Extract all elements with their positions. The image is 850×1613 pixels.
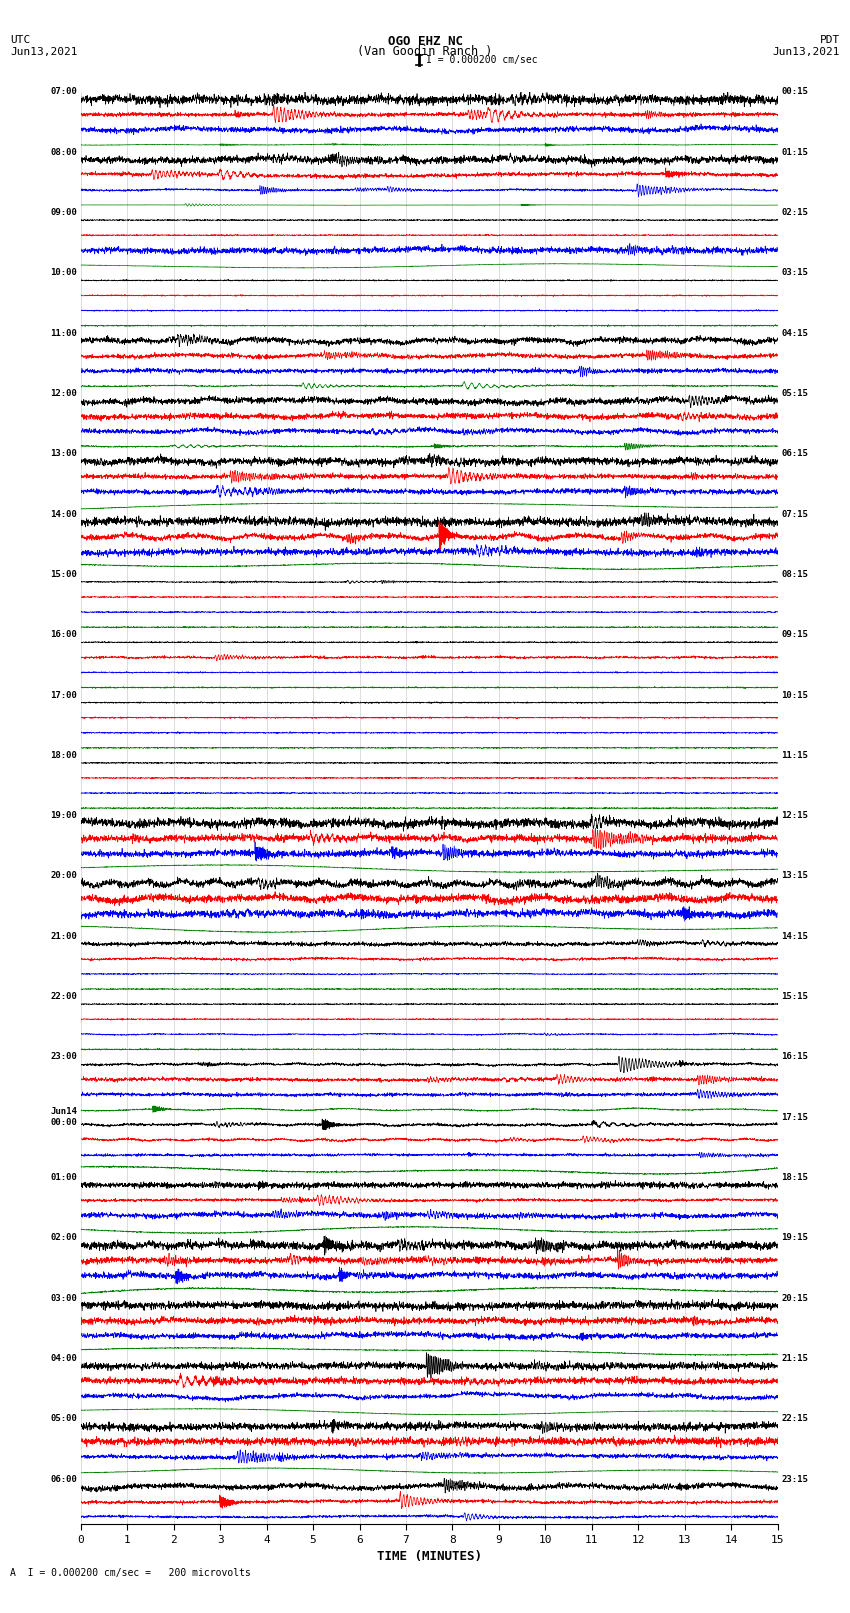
- Text: 23:15: 23:15: [781, 1474, 808, 1484]
- Text: 06:15: 06:15: [781, 450, 808, 458]
- Text: 03:00: 03:00: [50, 1294, 77, 1303]
- Text: 17:15: 17:15: [781, 1113, 808, 1121]
- Text: 21:15: 21:15: [781, 1353, 808, 1363]
- Text: (Van Goodin Ranch ): (Van Goodin Ranch ): [357, 45, 493, 58]
- Text: PDT: PDT: [819, 35, 840, 45]
- Text: 22:15: 22:15: [781, 1415, 808, 1423]
- Text: 05:00: 05:00: [50, 1415, 77, 1423]
- Text: 07:00: 07:00: [50, 87, 77, 97]
- Text: UTC: UTC: [10, 35, 31, 45]
- Text: 12:00: 12:00: [50, 389, 77, 398]
- Text: 02:00: 02:00: [50, 1234, 77, 1242]
- Text: Jun13,2021: Jun13,2021: [10, 47, 77, 56]
- Text: 18:15: 18:15: [781, 1173, 808, 1182]
- X-axis label: TIME (MINUTES): TIME (MINUTES): [377, 1550, 482, 1563]
- Text: 01:00: 01:00: [50, 1173, 77, 1182]
- Text: 05:15: 05:15: [781, 389, 808, 398]
- Text: 15:15: 15:15: [781, 992, 808, 1002]
- Text: Jun14
00:00: Jun14 00:00: [50, 1108, 77, 1127]
- Text: 08:00: 08:00: [50, 148, 77, 156]
- Text: 14:15: 14:15: [781, 932, 808, 940]
- Text: 20:15: 20:15: [781, 1294, 808, 1303]
- Text: 09:00: 09:00: [50, 208, 77, 218]
- Text: 14:00: 14:00: [50, 510, 77, 519]
- Text: 06:00: 06:00: [50, 1474, 77, 1484]
- Text: 04:15: 04:15: [781, 329, 808, 337]
- Text: 13:15: 13:15: [781, 871, 808, 881]
- Text: 08:15: 08:15: [781, 569, 808, 579]
- Text: OGO EHZ NC: OGO EHZ NC: [388, 35, 462, 48]
- Text: A  I = 0.000200 cm/sec =   200 microvolts: A I = 0.000200 cm/sec = 200 microvolts: [10, 1568, 251, 1578]
- Text: 00:15: 00:15: [781, 87, 808, 97]
- Text: 11:15: 11:15: [781, 750, 808, 760]
- Text: 16:15: 16:15: [781, 1052, 808, 1061]
- Text: 01:15: 01:15: [781, 148, 808, 156]
- Text: 20:00: 20:00: [50, 871, 77, 881]
- Text: 22:00: 22:00: [50, 992, 77, 1002]
- Text: 04:00: 04:00: [50, 1353, 77, 1363]
- Text: I = 0.000200 cm/sec: I = 0.000200 cm/sec: [426, 55, 537, 65]
- Text: 19:15: 19:15: [781, 1234, 808, 1242]
- Text: 07:15: 07:15: [781, 510, 808, 519]
- Text: 19:00: 19:00: [50, 811, 77, 819]
- Text: 09:15: 09:15: [781, 631, 808, 639]
- Text: 02:15: 02:15: [781, 208, 808, 218]
- Text: 15:00: 15:00: [50, 569, 77, 579]
- Text: 12:15: 12:15: [781, 811, 808, 819]
- Text: 13:00: 13:00: [50, 450, 77, 458]
- Text: 10:15: 10:15: [781, 690, 808, 700]
- Text: 11:00: 11:00: [50, 329, 77, 337]
- Text: 18:00: 18:00: [50, 750, 77, 760]
- Text: 23:00: 23:00: [50, 1052, 77, 1061]
- Text: 10:00: 10:00: [50, 268, 77, 277]
- Text: 21:00: 21:00: [50, 932, 77, 940]
- Text: 16:00: 16:00: [50, 631, 77, 639]
- Text: 17:00: 17:00: [50, 690, 77, 700]
- Text: Jun13,2021: Jun13,2021: [773, 47, 840, 56]
- Text: 03:15: 03:15: [781, 268, 808, 277]
